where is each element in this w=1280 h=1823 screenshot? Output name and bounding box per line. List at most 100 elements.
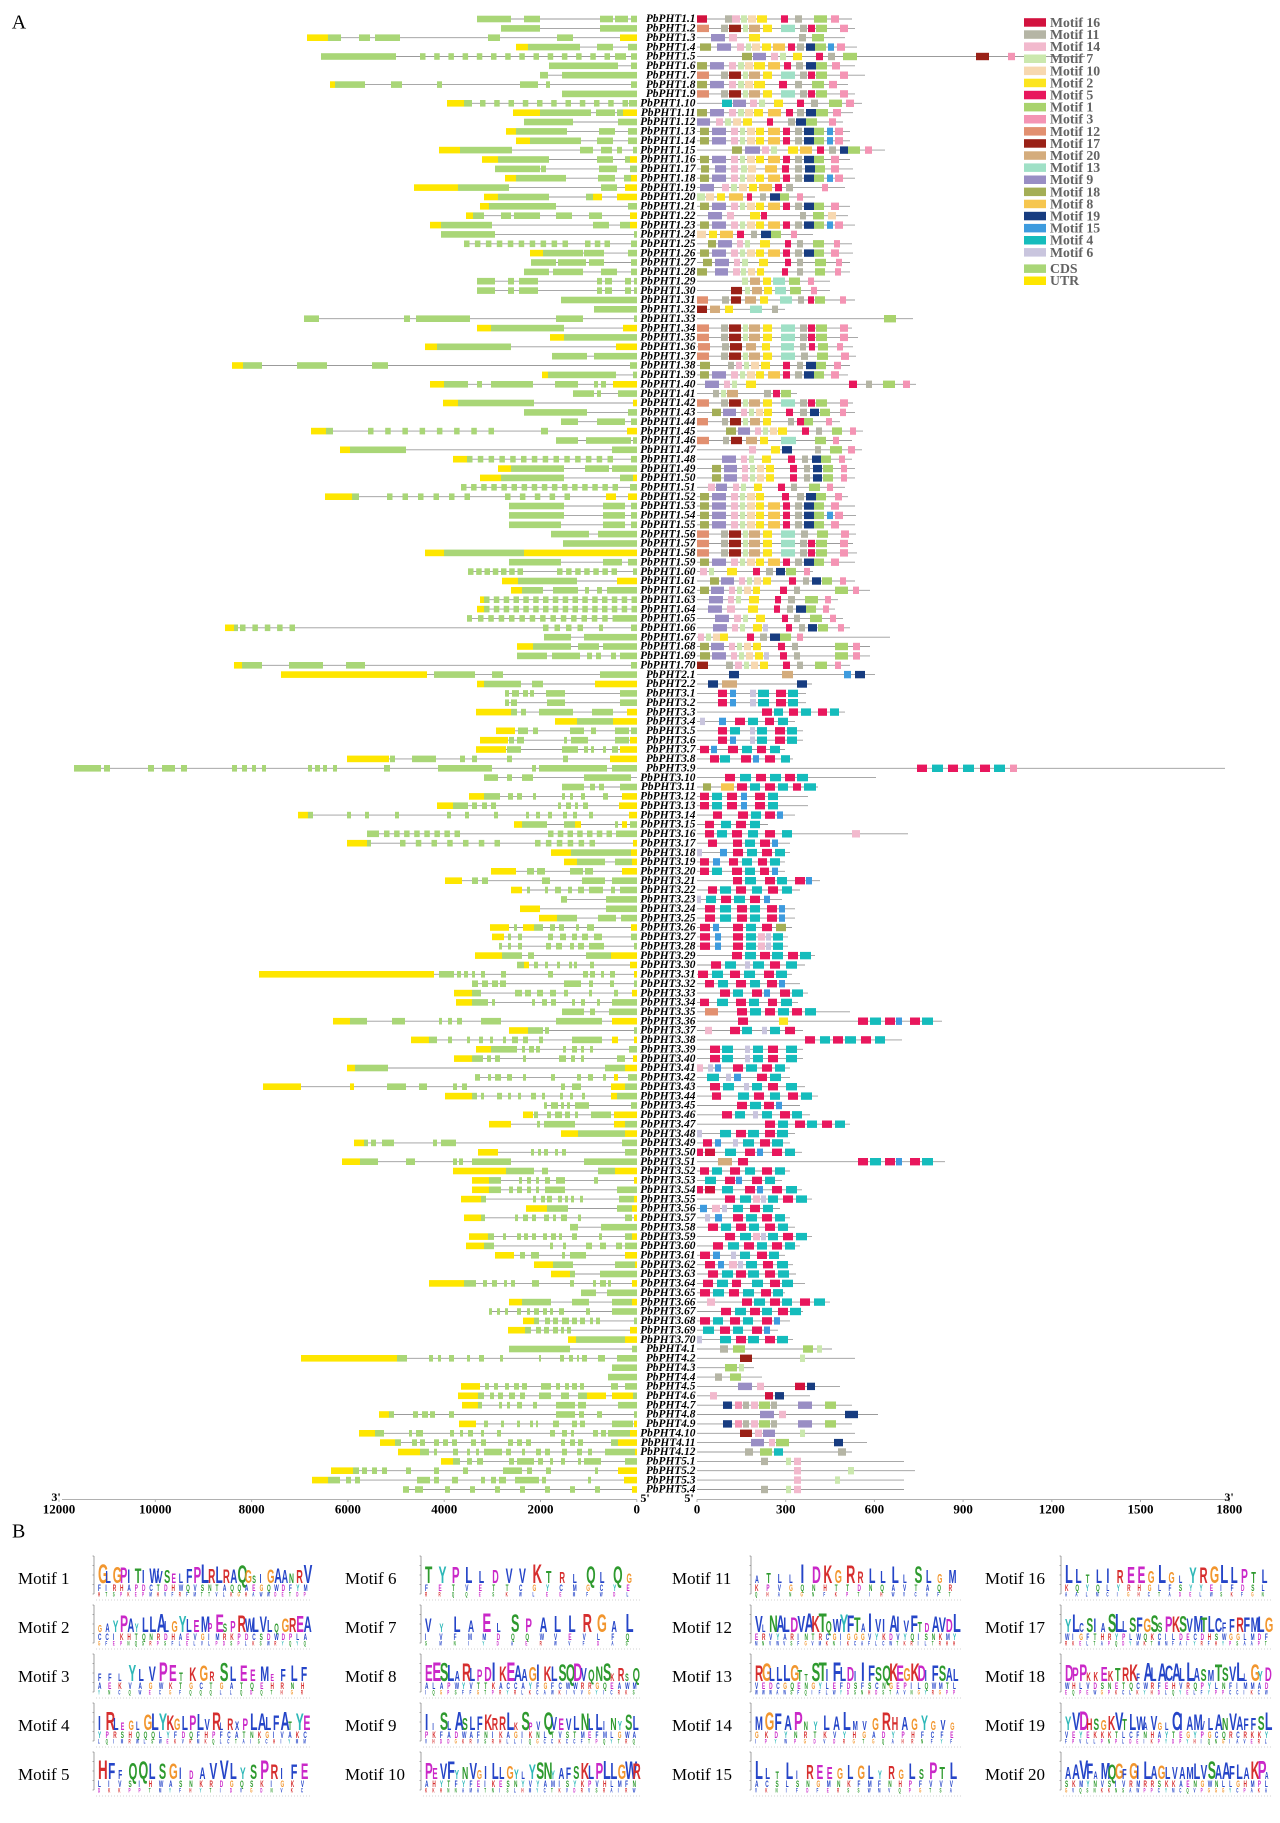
svg-text:R: R — [1108, 1631, 1112, 1642]
svg-text:T: T — [135, 1563, 142, 1588]
svg-text:Motif 13: Motif 13 — [672, 1667, 732, 1686]
svg-text:L: L — [113, 1715, 118, 1734]
svg-text:P: P — [529, 1720, 533, 1733]
svg-text:F: F — [186, 1591, 188, 1599]
svg-text:N: N — [804, 1720, 808, 1733]
svg-text:Y: Y — [840, 1610, 848, 1638]
svg-text:I: I — [603, 1689, 604, 1697]
svg-text:A: A — [805, 1609, 815, 1638]
svg-text:D: D — [492, 1568, 499, 1588]
svg-text:I: I — [425, 1708, 428, 1735]
svg-text:A: A — [455, 1670, 461, 1685]
svg-text:A: A — [1215, 1710, 1223, 1735]
svg-text:A: A — [425, 1778, 429, 1789]
svg-text:L: L — [588, 1763, 594, 1785]
svg-text:G: G — [1065, 1787, 1068, 1795]
svg-text:V: V — [519, 1565, 526, 1588]
svg-text:T: T — [447, 1778, 450, 1789]
svg-text:V: V — [1072, 1787, 1075, 1795]
svg-text:F: F — [108, 1757, 115, 1784]
svg-text:L: L — [492, 1759, 499, 1784]
svg-text:I: I — [425, 1689, 426, 1697]
svg-text:D: D — [189, 1769, 193, 1782]
svg-text:S: S — [573, 1764, 579, 1784]
svg-text:I: I — [270, 1778, 271, 1789]
svg-text:T: T — [235, 1738, 237, 1746]
svg-text:K: K — [558, 1787, 561, 1795]
svg-text:E: E — [479, 1582, 482, 1593]
svg-text:L: L — [554, 1610, 561, 1637]
svg-text:K: K — [835, 1591, 838, 1599]
svg-text:R: R — [274, 1640, 277, 1648]
svg-text:K: K — [189, 1665, 197, 1687]
svg-text:V: V — [1072, 1708, 1080, 1736]
svg-text:F: F — [847, 1612, 854, 1639]
svg-text:E: E — [797, 1680, 800, 1691]
svg-text:V: V — [823, 1738, 826, 1746]
svg-text:E: E — [762, 1680, 765, 1691]
svg-text:Motif 1: Motif 1 — [18, 1569, 69, 1588]
svg-text:F: F — [1136, 1614, 1142, 1637]
svg-text:E: E — [108, 1680, 111, 1691]
svg-text:PbPHT1.48: PbPHT1.48 — [640, 453, 696, 465]
svg-text:G: G — [267, 1567, 275, 1589]
svg-text:PbPHT1.49: PbPHT1.49 — [640, 463, 696, 475]
svg-text:Y: Y — [819, 1680, 822, 1691]
svg-text:F: F — [919, 1778, 922, 1789]
svg-text:H: H — [823, 1582, 826, 1593]
svg-text:W: W — [274, 1631, 279, 1642]
svg-text:PbPHT1.19: PbPHT1.19 — [640, 182, 696, 194]
svg-text:PbPHT3.44: PbPHT3.44 — [640, 1090, 696, 1102]
svg-text:A: A — [861, 1622, 865, 1636]
svg-text:P: P — [492, 1689, 494, 1697]
svg-text:G: G — [919, 1787, 922, 1795]
svg-text:L: L — [880, 1567, 886, 1587]
svg-text:C: C — [514, 1680, 518, 1691]
svg-text:W: W — [833, 1689, 836, 1697]
svg-text:R: R — [270, 1760, 278, 1784]
svg-text:A: A — [1179, 1764, 1185, 1783]
svg-text:N: N — [596, 1663, 604, 1686]
svg-text:N: N — [882, 1680, 885, 1691]
svg-text:E: E — [588, 1729, 591, 1740]
svg-text:M: M — [303, 1738, 306, 1746]
svg-text:K: K — [120, 1631, 124, 1642]
svg-text:V: V — [1079, 1738, 1082, 1746]
svg-text:PbPHT5.1: PbPHT5.1 — [646, 1456, 696, 1468]
svg-text:I: I — [1115, 1778, 1116, 1789]
svg-text:W: W — [784, 1738, 787, 1746]
svg-text:Y: Y — [1194, 1729, 1197, 1740]
svg-text:A: A — [950, 1787, 953, 1795]
svg-text:C: C — [303, 1729, 307, 1740]
svg-text:PbPHT1.24: PbPHT1.24 — [640, 229, 696, 241]
svg-text:600: 600 — [865, 1502, 885, 1517]
svg-text:C: C — [1229, 1689, 1232, 1697]
svg-text:E: E — [1189, 1591, 1191, 1599]
svg-text:A: A — [127, 1582, 131, 1593]
svg-text:M: M — [1172, 1787, 1175, 1795]
svg-text:T: T — [270, 1689, 272, 1697]
svg-text:R: R — [1144, 1778, 1148, 1789]
svg-text:Y: Y — [1258, 1668, 1263, 1684]
svg-text:L: L — [840, 1663, 846, 1686]
svg-text:L: L — [1086, 1738, 1088, 1746]
svg-text:I: I — [98, 1712, 101, 1735]
svg-text:G: G — [1158, 1763, 1166, 1785]
svg-text:N: N — [812, 1591, 815, 1599]
svg-text:E: E — [896, 1680, 899, 1691]
svg-text:PbPHT1.14: PbPHT1.14 — [640, 135, 696, 147]
svg-text:W: W — [932, 1680, 937, 1691]
svg-text:E: E — [270, 1672, 274, 1683]
svg-text:PbPHT3.46: PbPHT3.46 — [640, 1109, 696, 1121]
svg-text:Q: Q — [790, 1680, 794, 1691]
svg-text:T: T — [546, 1567, 552, 1587]
svg-text:12000: 12000 — [43, 1502, 76, 1517]
svg-text:G: G — [149, 1680, 153, 1691]
svg-text:M: M — [1136, 1640, 1139, 1648]
svg-text:N: N — [250, 1729, 253, 1740]
svg-text:K: K — [544, 1662, 552, 1686]
svg-text:K: K — [826, 1640, 829, 1648]
svg-text:E: E — [149, 1689, 151, 1697]
svg-text:I: I — [1179, 1710, 1182, 1737]
svg-text:Q: Q — [1108, 1759, 1116, 1784]
